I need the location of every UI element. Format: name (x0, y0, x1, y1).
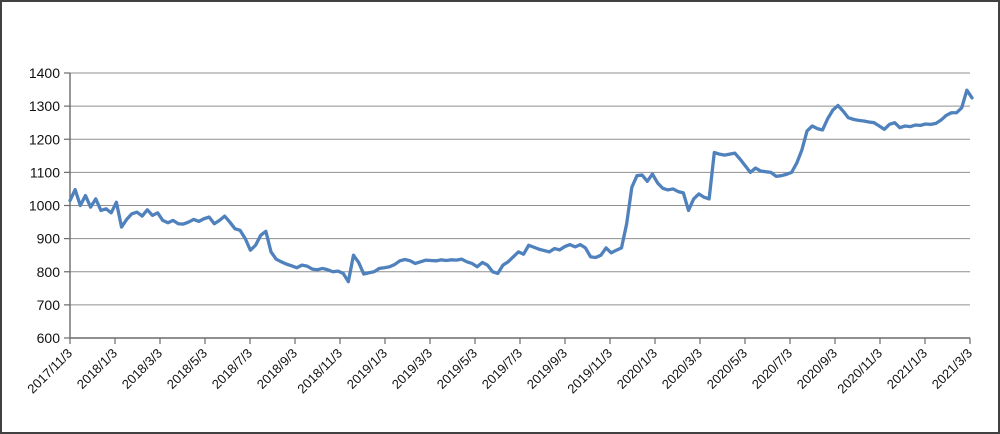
x-tick-label: 2019/9/3 (524, 346, 570, 392)
y-tick-label: 700 (37, 297, 61, 313)
x-tick-label: 2018/1/3 (74, 346, 120, 392)
x-tick-label: 2019/5/3 (434, 346, 480, 392)
x-tick-label: 2018/11/3 (294, 346, 345, 397)
x-tick-label: 2018/5/3 (164, 346, 210, 392)
x-tick-label: 2020/5/3 (704, 346, 750, 392)
x-tick-label: 2019/3/3 (389, 346, 435, 392)
y-tick-label: 600 (37, 330, 61, 346)
y-tick-label: 900 (37, 231, 61, 247)
x-tick-label: 2021/3/3 (929, 346, 975, 392)
x-tick-label: 2019/1/3 (344, 346, 390, 392)
x-tick-label: 2018/9/3 (254, 346, 300, 392)
x-tick-label: 2020/7/3 (749, 346, 795, 392)
x-tick-label: 2017/11/3 (24, 346, 75, 397)
y-tick-label: 1300 (29, 98, 60, 114)
x-tick-label: 2020/3/3 (659, 346, 705, 392)
data-series-line (68, 88, 974, 284)
y-tick-label: 1000 (29, 198, 60, 214)
x-tick-label: 2021/1/3 (884, 346, 930, 392)
x-tick-label: 2020/1/3 (614, 346, 660, 392)
x-tick-label: 2020/9/3 (794, 346, 840, 392)
x-tick-label: 2019/7/3 (479, 346, 525, 392)
x-tick-label: 2020/11/3 (834, 346, 885, 397)
x-tick-label: 2018/3/3 (119, 346, 165, 392)
y-tick-label: 800 (37, 264, 61, 280)
y-tick-label: 1200 (29, 131, 60, 147)
x-tick-label: 2018/7/3 (209, 346, 255, 392)
x-tick-label: 2019/11/3 (564, 346, 615, 397)
y-tick-label: 1400 (29, 65, 60, 81)
y-tick-label: 1100 (30, 164, 60, 180)
